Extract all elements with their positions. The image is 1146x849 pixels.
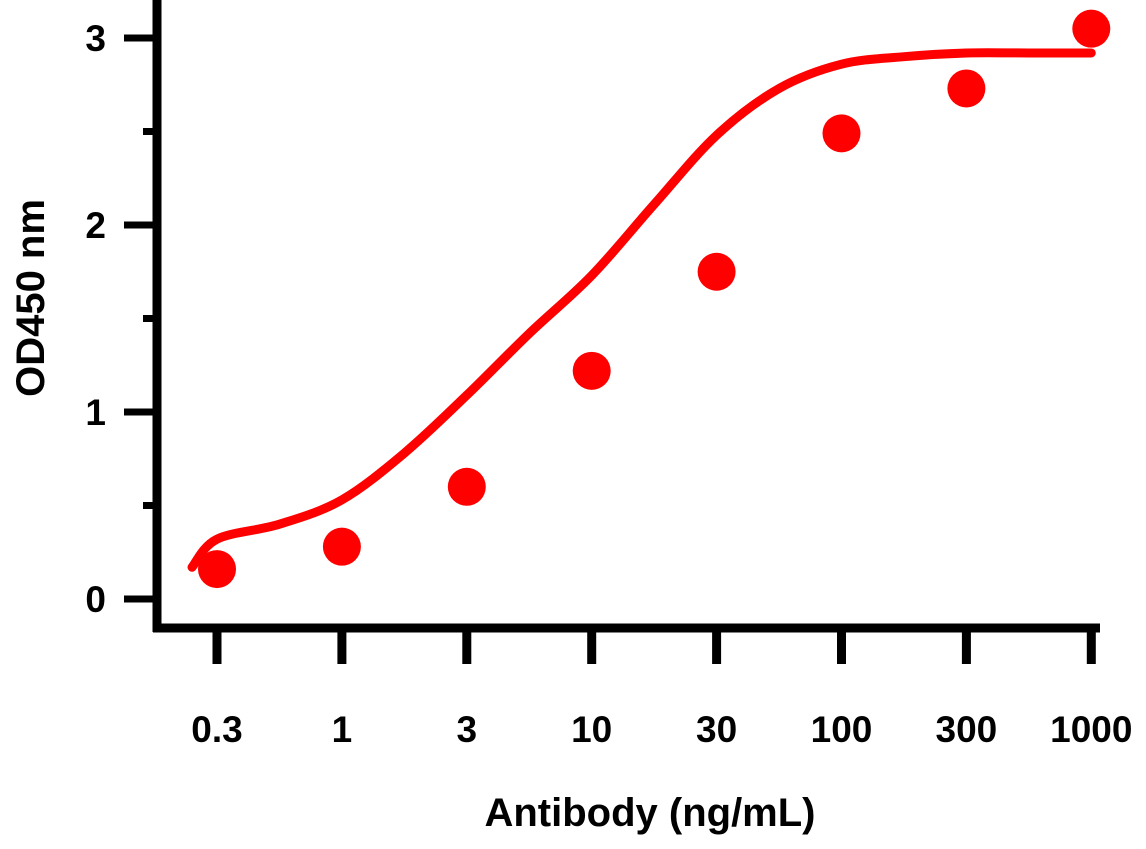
x-tick-label: 0.3: [191, 709, 242, 750]
x-tick-label: 1: [332, 709, 353, 750]
y-tick-label: 2: [85, 205, 106, 246]
data-point: [198, 550, 236, 589]
data-point: [1072, 9, 1111, 48]
y-axis-label: OD450 nm: [9, 199, 53, 397]
data-point: [322, 527, 361, 566]
x-tick-label: 100: [811, 709, 873, 750]
data-point: [947, 69, 986, 108]
x-tick-label: 300: [936, 709, 998, 750]
data-point: [822, 114, 861, 153]
data-point: [447, 467, 486, 506]
x-tick-label: 1000: [1050, 709, 1132, 750]
data-point: [697, 252, 736, 291]
axes: 0.3 1 3 10 30 100 300 1000 0 1 2 3: [85, 0, 1132, 750]
y-tick-label: 3: [85, 18, 106, 59]
y-tick-label: 1: [85, 392, 106, 433]
x-tick-label: 3: [457, 709, 478, 750]
marks: [187, 9, 1111, 589]
x-axis-label: Antibody (ng/mL): [484, 791, 815, 835]
x-tick-label: 30: [696, 709, 737, 750]
data-point: [572, 351, 611, 390]
fit-curve: [187, 48, 1096, 572]
y-tick-label: 0: [85, 579, 106, 620]
x-tick-label: 10: [571, 709, 612, 750]
